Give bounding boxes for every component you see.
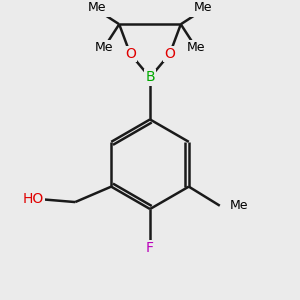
Text: Me: Me	[194, 1, 212, 14]
Text: O: O	[125, 47, 136, 61]
Text: Me: Me	[187, 40, 205, 54]
Text: B: B	[145, 70, 155, 84]
Text: F: F	[146, 241, 154, 255]
Text: HO: HO	[22, 192, 44, 206]
Text: Me: Me	[88, 1, 106, 14]
Text: O: O	[164, 47, 175, 61]
Text: Me: Me	[95, 40, 113, 54]
Text: Me: Me	[230, 199, 248, 212]
